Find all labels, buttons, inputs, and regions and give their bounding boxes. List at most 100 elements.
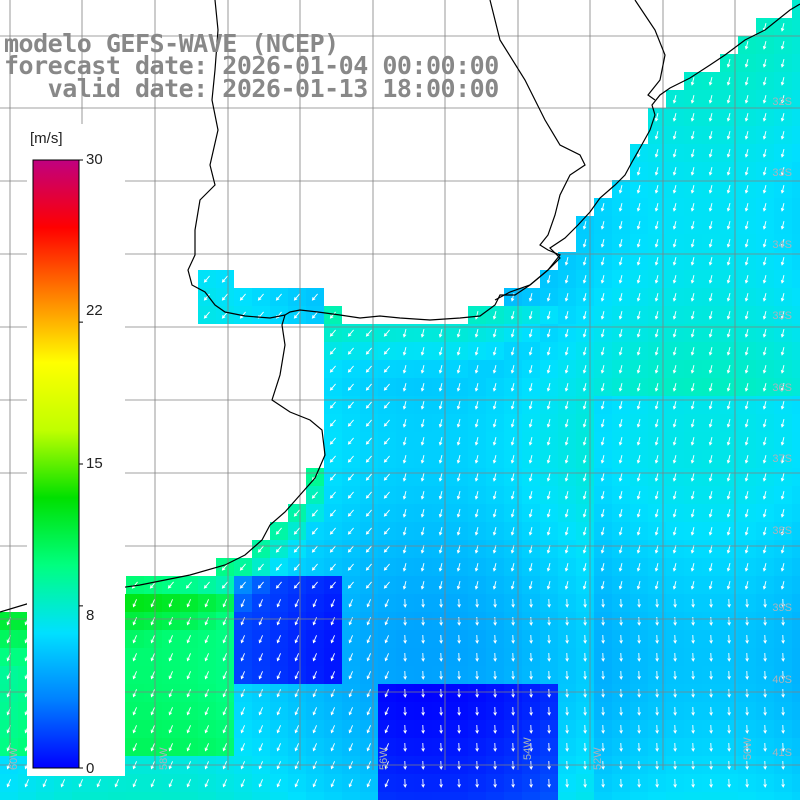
wind-speed-cell: [792, 774, 800, 792]
wind-arrow: [636, 563, 641, 572]
wind-arrow: [564, 275, 569, 284]
wind-arrow: [690, 257, 695, 266]
wind-arrow: [636, 185, 641, 194]
wind-arrow: [439, 706, 443, 716]
wind-arrow: [347, 491, 354, 499]
wind-speed-cell: [396, 792, 414, 800]
wind-arrow: [780, 149, 785, 158]
wind-arrow: [294, 635, 299, 644]
wind-arrow: [492, 347, 497, 356]
wind-arrow: [293, 527, 300, 535]
wind-arrow: [528, 329, 533, 338]
wind-arrow: [132, 653, 137, 662]
wind-arrow: [583, 778, 587, 788]
wind-arrow: [619, 706, 623, 716]
wind-arrow: [672, 383, 677, 392]
wind-arrow: [403, 652, 407, 662]
wind-arrow: [366, 653, 371, 662]
wind-arrow: [511, 598, 515, 608]
wind-arrow: [744, 581, 749, 590]
wind-arrow: [402, 329, 407, 338]
wind-arrow: [365, 545, 372, 553]
wind-arrow: [564, 581, 569, 590]
wind-arrow: [744, 473, 749, 482]
wind-arrow: [438, 419, 443, 428]
wind-arrow: [582, 509, 587, 518]
wind-arrow: [420, 509, 425, 518]
wind-arrow: [528, 383, 533, 392]
wind-arrow: [601, 706, 605, 716]
wind-arrow: [403, 634, 407, 644]
wind-arrow: [780, 473, 785, 482]
wind-arrow: [582, 455, 587, 464]
wind-arrow: [690, 581, 695, 590]
wind-speed-cell: [216, 792, 234, 800]
wind-arrow: [475, 778, 479, 788]
wind-arrow: [708, 527, 713, 536]
wind-speed-cell: [792, 630, 800, 648]
wind-arrow: [258, 653, 263, 662]
wind-speed-cell: [234, 792, 252, 800]
wind-speed-cell: [468, 792, 486, 800]
wind-arrow: [654, 113, 659, 122]
wind-arrow: [258, 671, 263, 680]
wind-arrow: [600, 221, 605, 230]
wind-arrow: [475, 688, 479, 698]
wind-arrow: [708, 257, 713, 266]
wind-arrow: [618, 437, 623, 446]
wind-arrow: [601, 652, 605, 662]
wind-arrow: [257, 545, 264, 553]
wind-arrow: [311, 509, 318, 517]
wind-arrow: [708, 581, 713, 590]
wind-arrow: [329, 311, 336, 319]
wind-arrow: [347, 473, 354, 481]
wind-arrow: [582, 275, 587, 284]
wind-arrow: [654, 311, 659, 320]
wind-arrow: [383, 329, 390, 337]
wind-arrow: [708, 509, 713, 518]
wind-direction-arrows: [6, 23, 785, 788]
wind-arrow: [293, 581, 300, 589]
wind-arrow: [780, 131, 785, 140]
wind-arrow: [257, 563, 264, 571]
wind-arrow: [744, 329, 749, 338]
wind-arrow: [583, 706, 587, 716]
wind-arrow: [204, 743, 209, 752]
wind-arrow: [347, 563, 354, 571]
wind-arrow: [546, 527, 551, 536]
wind-arrow: [601, 670, 605, 680]
wind-arrow: [745, 670, 749, 680]
wind-arrow: [636, 311, 641, 320]
wind-speed-cell: [792, 360, 800, 378]
wind-arrow: [636, 149, 641, 158]
wind-arrow: [618, 527, 623, 536]
wind-arrow: [204, 671, 209, 680]
wind-arrow: [763, 598, 767, 608]
lon-label: 60W: [8, 747, 20, 770]
wind-speed-cell: [792, 684, 800, 702]
wind-arrow: [456, 545, 461, 554]
wind-speed-cell: [108, 792, 126, 800]
wind-arrow: [348, 743, 353, 752]
wind-speed-cell: [720, 792, 738, 800]
wind-arrow: [690, 293, 695, 302]
wind-arrow: [546, 311, 551, 320]
wind-arrow: [347, 401, 354, 409]
wind-arrow: [744, 113, 749, 122]
wind-arrow: [781, 598, 785, 608]
wind-arrow: [330, 653, 335, 662]
wind-arrow: [618, 473, 623, 482]
wind-arrow: [655, 778, 659, 788]
wind-arrow: [168, 599, 173, 608]
wind-arrow: [546, 455, 551, 464]
wind-arrow: [762, 239, 767, 248]
wind-arrow: [383, 437, 390, 445]
wind-arrow: [365, 401, 372, 409]
wind-arrow: [168, 689, 173, 698]
wind-arrow: [582, 473, 587, 482]
wind-arrow: [294, 689, 299, 698]
wind-arrow: [438, 491, 443, 500]
wind-arrow: [474, 383, 479, 392]
wind-arrow: [330, 635, 335, 644]
wind-arrow: [762, 563, 767, 572]
